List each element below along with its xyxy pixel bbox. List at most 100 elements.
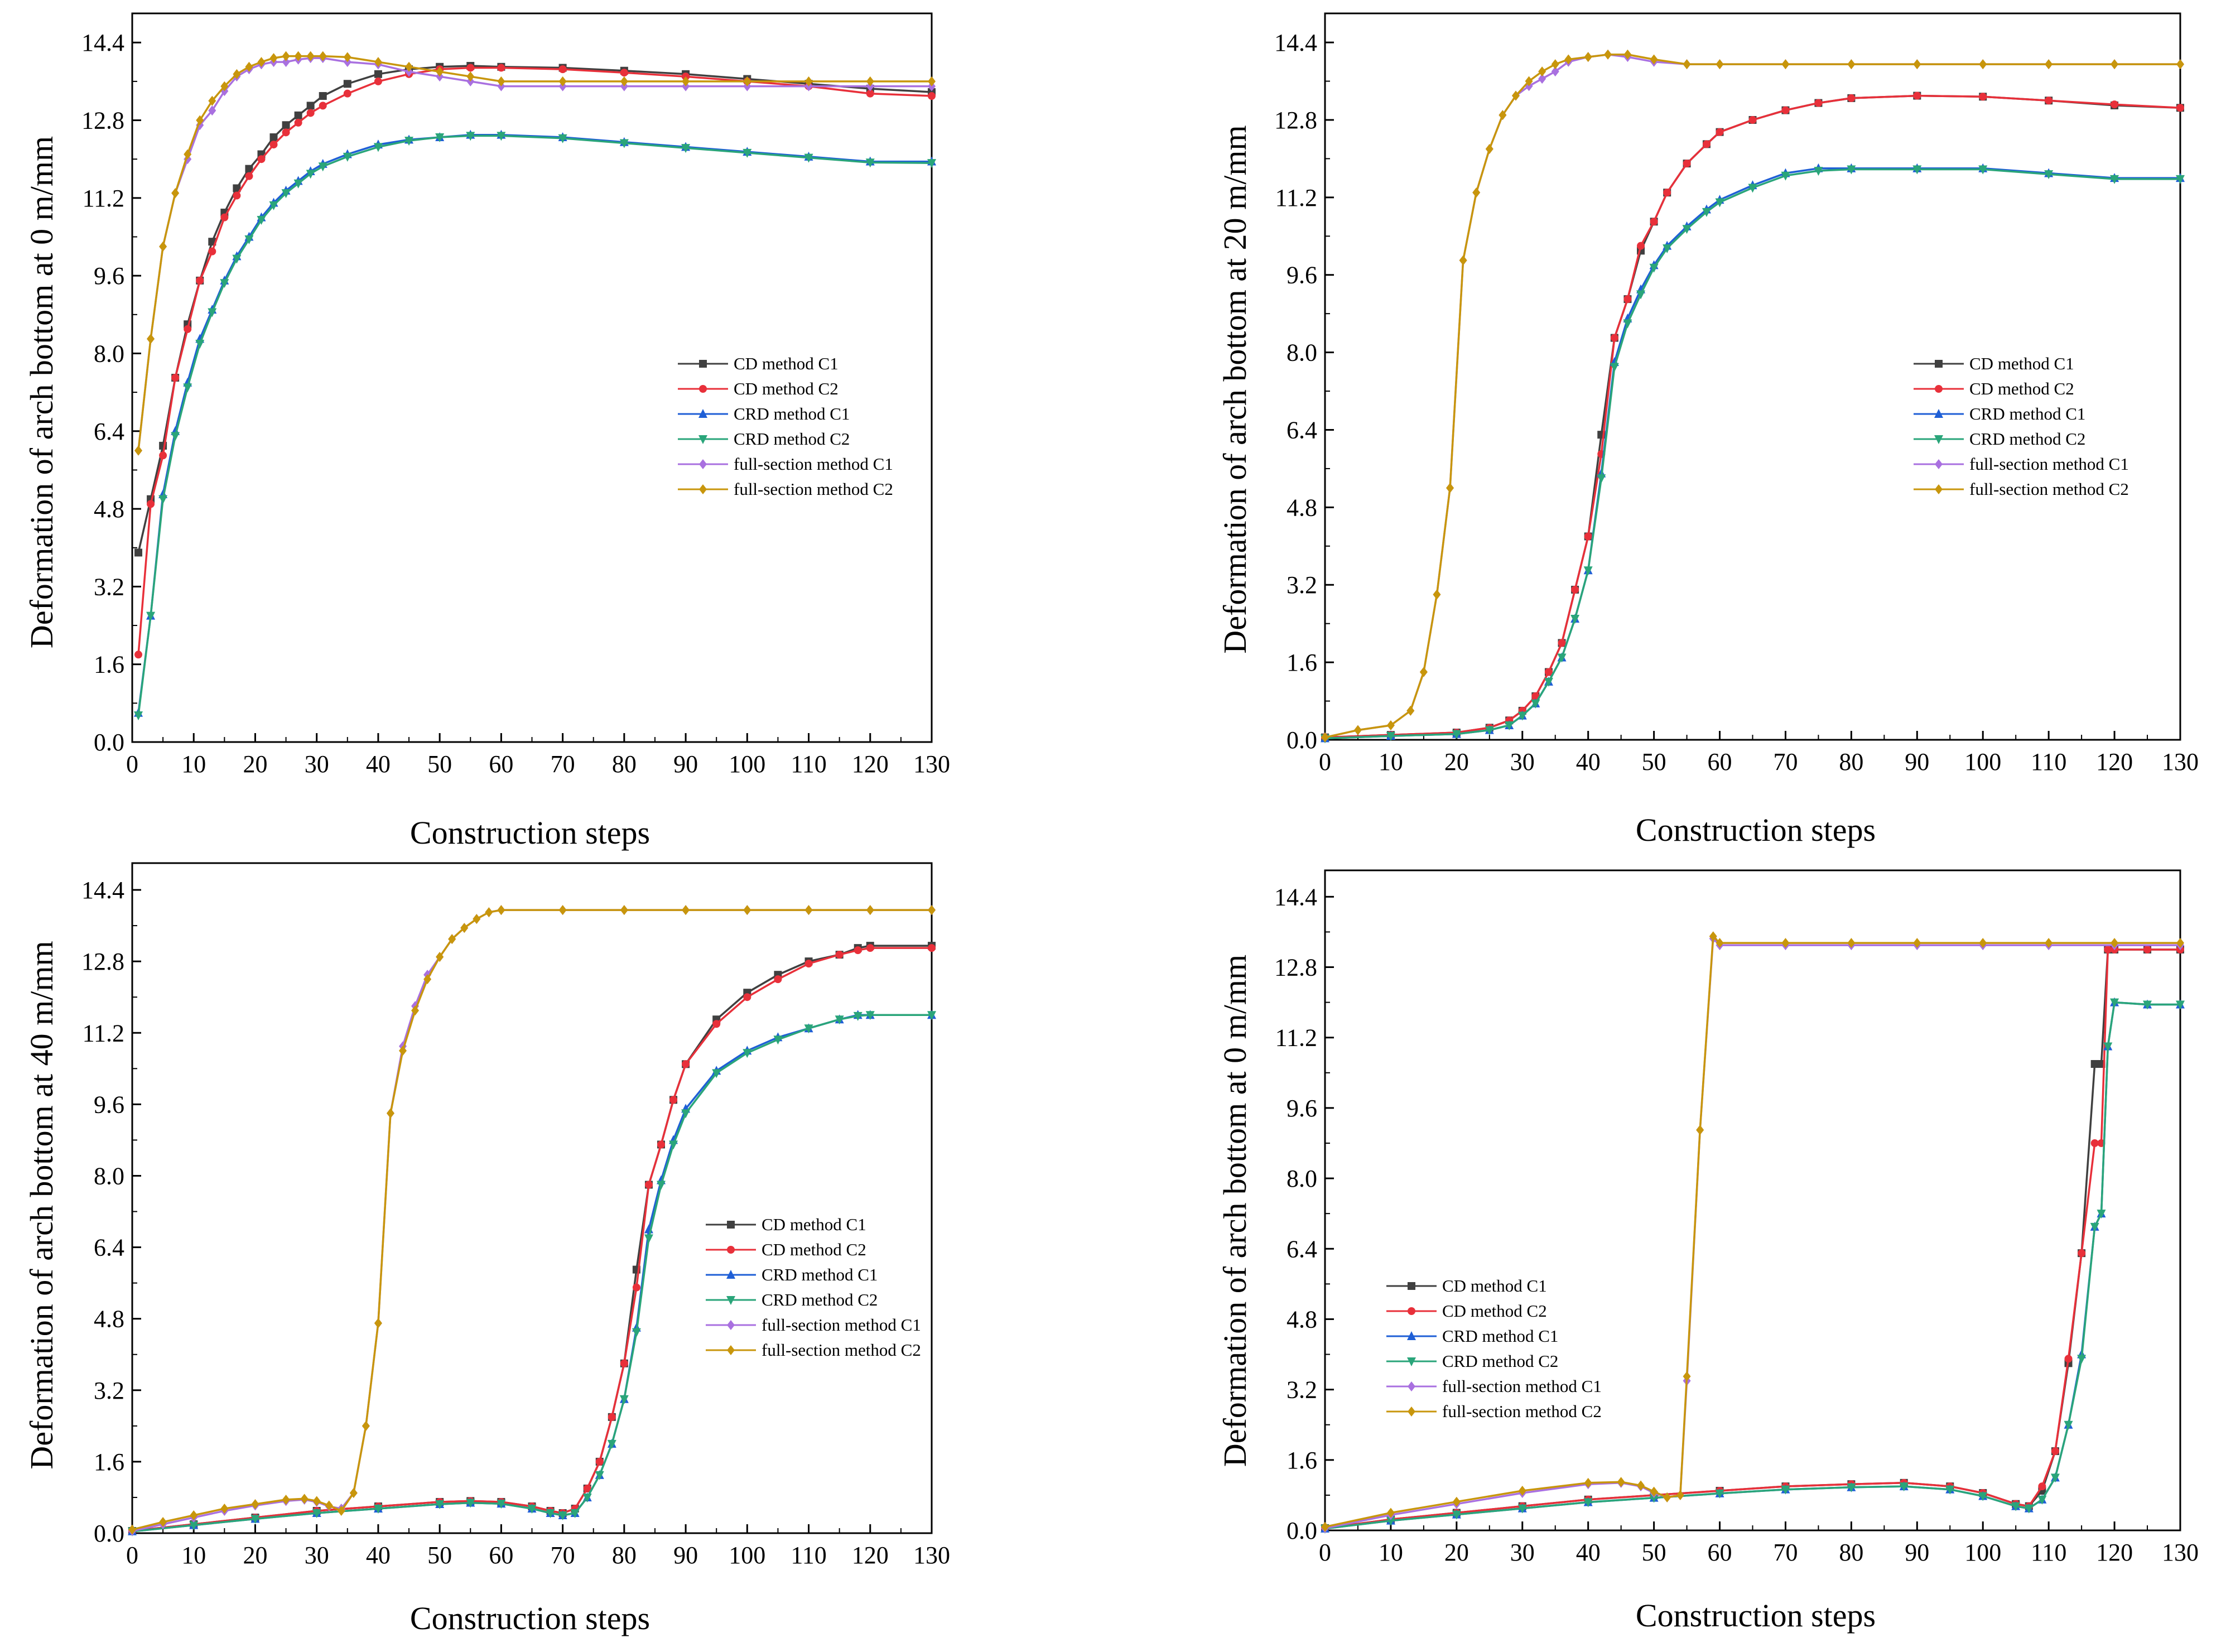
data-point — [1321, 1521, 1329, 1532]
x-tick-label: 80 — [1839, 1539, 1863, 1566]
y-tick-label: 3.2 — [94, 573, 124, 600]
data-point — [306, 51, 315, 61]
data-point — [220, 81, 229, 91]
data-point — [497, 1500, 506, 1509]
data-point — [669, 1140, 678, 1150]
data-point — [1709, 931, 1717, 942]
data-point — [1716, 938, 1724, 948]
x-tick-label: 40 — [366, 750, 391, 778]
data-point — [134, 711, 143, 721]
legend-label: CRD method C2 — [1442, 1351, 1558, 1371]
data-point — [2064, 1420, 2073, 1430]
legend-label: CRD method C1 — [762, 1265, 878, 1284]
data-point — [423, 974, 432, 985]
legend-marker — [726, 1270, 735, 1279]
data-point — [608, 1413, 616, 1421]
x-tick-label: 30 — [305, 1542, 329, 1569]
data-point — [2111, 938, 2119, 948]
x-tick-label: 20 — [1444, 748, 1469, 776]
data-point — [1649, 1494, 1659, 1503]
x-tick-label: 60 — [489, 1542, 513, 1569]
legend-label: CRD method C1 — [1442, 1326, 1558, 1346]
data-point — [250, 1515, 260, 1524]
y-tick-label: 0.0 — [1287, 1517, 1317, 1544]
data-point — [1419, 667, 1428, 677]
x-tick-label: 50 — [1642, 1539, 1666, 1566]
data-point — [743, 993, 751, 1001]
data-point — [2110, 175, 2119, 184]
legend-label: CD method C1 — [762, 1215, 866, 1234]
data-point — [1748, 115, 1757, 124]
data-point — [1531, 699, 1540, 709]
legend-label: CD method C2 — [1442, 1301, 1547, 1321]
data-point — [644, 1234, 653, 1244]
data-point — [1406, 705, 1415, 716]
data-point — [2104, 945, 2112, 953]
data-point — [1716, 128, 1724, 136]
x-tick-label: 60 — [1708, 1539, 1732, 1566]
data-point — [325, 1500, 333, 1511]
y-tick-label: 3.2 — [1287, 1376, 1317, 1404]
x-tick-label: 80 — [612, 750, 637, 778]
legend: CD method C1 CD method C2 CRD method C1 CRD… — [706, 1215, 921, 1360]
data-point — [1584, 52, 1592, 62]
data-point — [373, 1504, 383, 1514]
y-axis-title: Deformation of arch bottom at 0 m/mm — [1217, 955, 1253, 1467]
legend-label: full-section method C1 — [762, 1315, 921, 1335]
series-cd-method-c1 — [1321, 945, 2184, 1533]
data-point — [712, 1020, 721, 1028]
series-line — [1324, 948, 2180, 1529]
data-point — [1452, 730, 1461, 739]
data-point — [319, 51, 327, 61]
data-point — [2176, 59, 2184, 70]
data-point — [435, 1500, 445, 1509]
data-point — [928, 944, 936, 952]
data-point — [656, 1181, 666, 1190]
data-point — [146, 611, 156, 621]
data-point — [2064, 1355, 2073, 1363]
data-point — [804, 76, 813, 86]
series-full-section-method-c2 — [134, 51, 936, 456]
data-point — [1716, 59, 1724, 70]
data-point — [853, 1012, 863, 1021]
data-point — [319, 102, 327, 110]
data-point — [1945, 1485, 1955, 1495]
data-point — [404, 137, 414, 146]
y-tick-label: 4.8 — [1287, 1306, 1317, 1333]
x-tick-label: 130 — [2162, 1539, 2199, 1566]
data-point — [245, 172, 253, 180]
data-point — [804, 960, 813, 968]
data-point — [620, 69, 628, 77]
data-point — [681, 1109, 691, 1119]
data-point — [570, 1509, 580, 1518]
data-point — [233, 184, 241, 192]
y-tick-label: 0.0 — [94, 729, 124, 756]
data-point — [1913, 91, 1921, 100]
series-cd-method-c2 — [1321, 945, 2184, 1533]
data-point — [349, 1487, 358, 1498]
data-point — [159, 241, 167, 252]
data-point — [558, 76, 567, 86]
data-point — [1912, 165, 1922, 175]
legend-marker — [1408, 1381, 1415, 1391]
data-point — [282, 128, 290, 137]
legend: CD method C1 CD method C2 CRD method C1 CRD… — [1914, 354, 2129, 499]
data-point — [804, 153, 813, 163]
data-point — [607, 1439, 616, 1449]
data-point — [466, 1499, 475, 1508]
data-point — [1584, 532, 1592, 541]
x-axis-title: Construction steps — [1636, 1597, 1876, 1634]
data-point — [195, 340, 205, 349]
data-point — [257, 155, 266, 163]
y-tick-label: 6.4 — [94, 1234, 124, 1261]
data-point — [558, 65, 567, 74]
x-tick-label: 60 — [1708, 748, 1732, 776]
y-tick-label: 6.4 — [1287, 1235, 1317, 1263]
x-tick-label: 90 — [673, 750, 698, 778]
y-axis-title: Deformation of arch bottom at 40 m/mm — [23, 941, 60, 1469]
data-point — [644, 1181, 653, 1189]
data-point — [159, 1516, 167, 1527]
legend: CD method C1 CD method C2 CRD method C1 CRD… — [1386, 1276, 1602, 1421]
legend-marker — [699, 484, 707, 494]
data-point — [865, 1011, 875, 1020]
